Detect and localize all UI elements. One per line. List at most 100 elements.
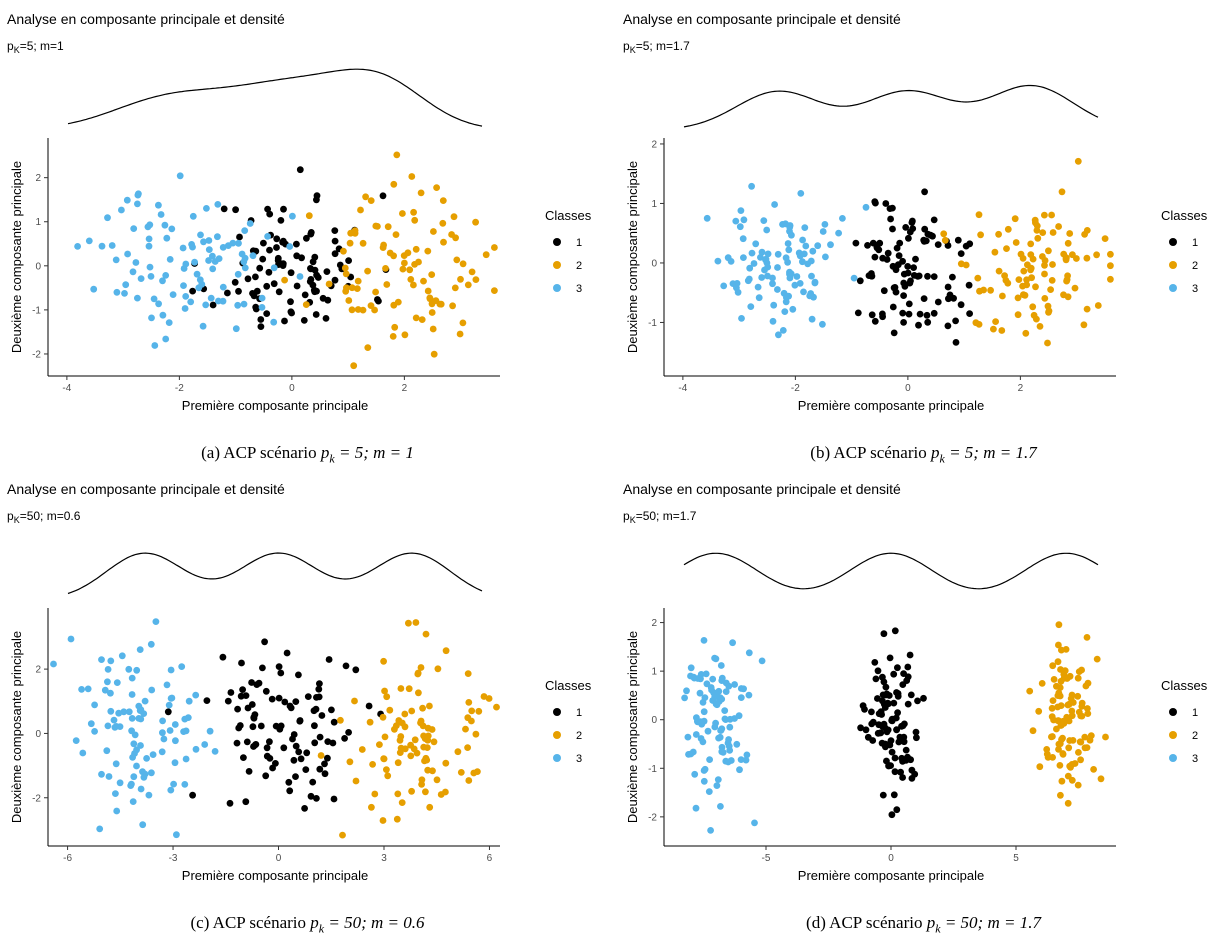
data-point-class-2 [1054,658,1062,666]
data-point-class-3 [743,751,751,759]
data-point-class-2 [401,710,409,718]
data-point-class-3 [689,748,697,756]
data-point-class-1 [232,206,240,214]
data-point-class-1 [920,295,928,302]
data-point-class-1 [290,756,298,764]
data-point-class-2 [341,264,349,272]
data-point-class-2 [410,208,417,216]
data-point-class-3 [105,773,113,780]
data-point-class-1 [281,698,289,706]
data-point-class-2 [1068,776,1076,784]
data-point-class-1 [244,704,252,712]
data-point-class-3 [775,331,782,339]
data-point-class-1 [300,317,308,324]
data-point-class-1 [240,754,247,761]
data-point-class-1 [261,638,268,646]
data-point-class-3 [176,172,184,180]
x-axis-label: Première composante principale [182,868,368,883]
subtitle-sub: K [14,45,20,55]
data-point-class-3 [258,304,266,311]
legend-label-3: 3 [576,283,582,295]
y-tick-label: 1 [651,667,657,678]
data-point-class-3 [112,256,120,264]
data-point-class-2 [1027,266,1034,274]
caption-c: (c) ACP scénario pk = 50; m = 0.6 [0,913,615,936]
y-tick-label: 1 [651,199,657,210]
data-point-class-1 [906,651,914,659]
data-point-class-1 [944,283,952,291]
data-point-class-2 [433,184,440,192]
legend-label-3: 3 [1192,283,1198,295]
y-tick-label: 0 [35,729,41,740]
data-point-class-3 [819,228,827,235]
data-point-class-3 [241,264,249,272]
data-point-class-2 [1012,239,1020,246]
data-point-class-3 [296,273,304,280]
data-point-class-1 [905,310,913,318]
data-point-class-1 [260,239,267,247]
data-point-class-2 [999,292,1006,300]
chart-subtitle: pK=50; m=1.7 [623,509,697,525]
data-point-class-2 [1014,311,1022,319]
data-point-class-1 [297,755,305,763]
data-point-class-2 [1004,225,1012,233]
data-point-class-2 [1074,674,1082,682]
data-point-class-1 [272,722,280,730]
data-point-class-2 [419,704,426,712]
data-point-class-1 [324,738,332,745]
data-point-class-3 [181,781,189,788]
data-point-class-1 [251,711,259,718]
data-point-class-1 [868,708,875,716]
data-point-class-1 [268,695,276,703]
data-point-class-3 [180,265,188,272]
data-point-class-1 [902,224,910,231]
panel-d: Analyse en composante principale et dens… [616,470,1231,940]
data-point-class-3 [192,745,200,753]
data-point-class-1 [307,276,315,283]
data-point-class-1 [312,311,320,318]
data-point-class-1 [309,258,317,266]
chart-title: Analyse en composante principale et dens… [7,481,285,497]
data-point-class-3 [134,294,141,302]
data-point-class-1 [280,744,288,752]
data-point-class-2 [1074,781,1082,789]
data-point-class-1 [277,669,285,677]
data-point-class-2 [1083,305,1091,313]
data-point-class-2 [429,325,437,333]
data-point-class-2 [371,790,379,798]
data-point-class-3 [128,691,136,698]
data-point-class-2 [475,707,483,715]
data-point-class-1 [868,311,876,319]
data-point-class-2 [391,323,399,331]
data-point-class-1 [331,276,339,284]
data-point-class-1 [301,805,308,812]
data-point-class-3 [85,237,93,245]
legend-label-2: 2 [576,260,582,272]
data-point-class-1 [293,240,300,248]
data-point-class-3 [726,747,734,754]
data-point-class-3 [736,766,743,774]
data-point-class-2 [380,657,387,665]
data-point-class-2 [393,815,401,823]
data-point-class-1 [905,234,912,242]
data-point-class-3 [707,827,714,834]
data-point-class-1 [904,700,912,708]
data-point-class-2 [1050,676,1058,683]
data-point-class-2 [472,218,479,226]
caption-a: (a) ACP scénario pk = 5; m = 1 [0,443,615,466]
data-point-class-2 [1068,761,1076,768]
data-point-class-1 [224,289,231,297]
data-point-class-3 [147,273,155,280]
x-axis-label: Première composante principale [798,398,984,413]
data-point-class-1 [257,722,265,730]
data-point-class-1 [893,244,901,252]
data-point-class-3 [745,691,753,699]
data-point-class-3 [172,737,179,745]
data-point-class-1 [319,294,327,302]
data-point-class-1 [897,768,904,776]
data-point-class-2 [393,151,401,159]
data-point-class-2 [1081,733,1089,741]
data-point-class-2 [1043,750,1051,758]
data-point-class-1 [884,249,892,257]
data-point-class-2 [415,258,422,266]
